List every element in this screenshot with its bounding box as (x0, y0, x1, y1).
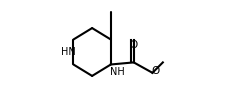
Text: O: O (151, 66, 159, 76)
Text: O: O (129, 40, 137, 50)
Text: HN: HN (61, 47, 76, 57)
Text: NH: NH (109, 67, 124, 77)
